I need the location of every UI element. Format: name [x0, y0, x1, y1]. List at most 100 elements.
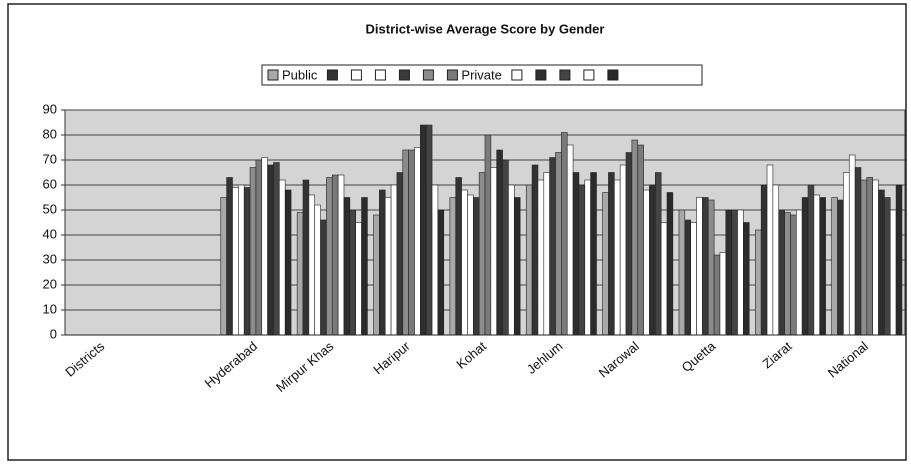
bar — [766, 164, 774, 336]
legend-swatch — [398, 69, 410, 81]
bar — [608, 172, 615, 336]
bar — [326, 177, 333, 336]
legend-swatch — [535, 69, 547, 81]
bar — [566, 144, 574, 336]
bar — [496, 149, 503, 336]
bar — [331, 174, 339, 336]
bar — [878, 189, 885, 336]
bar — [343, 197, 351, 336]
bar — [854, 167, 862, 336]
bar — [420, 124, 427, 336]
bar — [373, 214, 380, 336]
legend-swatch — [511, 69, 523, 81]
bar — [384, 197, 392, 336]
bar — [437, 209, 445, 336]
bar — [361, 197, 368, 336]
bar — [261, 157, 268, 336]
bar — [666, 192, 674, 336]
bar — [402, 149, 409, 336]
bar — [813, 194, 821, 336]
y-tick-label: 30 — [43, 251, 57, 266]
bar — [643, 189, 650, 336]
bar — [555, 152, 562, 336]
bar — [308, 194, 316, 336]
bar — [425, 124, 433, 336]
bar — [884, 197, 891, 336]
bar — [478, 172, 486, 336]
bar — [678, 209, 686, 336]
bar — [232, 187, 239, 336]
legend-swatch — [446, 69, 458, 81]
bar — [719, 252, 727, 336]
bar — [314, 204, 321, 336]
bar — [296, 212, 304, 336]
bar — [578, 184, 586, 336]
y-tick-label: 60 — [43, 176, 57, 191]
bar — [801, 197, 809, 336]
bar — [860, 179, 868, 336]
bar — [702, 197, 709, 336]
bar — [349, 209, 356, 336]
legend-swatch — [607, 69, 619, 81]
bar — [872, 179, 879, 336]
y-tick-label: 90 — [43, 101, 57, 116]
bar — [707, 199, 715, 336]
bar — [755, 229, 762, 336]
bar — [778, 209, 785, 336]
bar — [513, 197, 521, 336]
legend-swatch — [559, 69, 571, 81]
bar — [819, 197, 826, 336]
chart-title: District-wise Average Score by Gender — [366, 21, 605, 36]
bar — [654, 172, 662, 336]
y-tick-label: 20 — [43, 276, 57, 291]
bar — [449, 197, 457, 336]
bar — [743, 222, 750, 336]
bar — [502, 159, 509, 336]
y-tick-label: 50 — [43, 201, 57, 216]
bar — [602, 192, 609, 336]
bar — [549, 157, 556, 336]
y-tick-label: 40 — [43, 226, 57, 241]
bar — [220, 197, 227, 336]
bar — [390, 184, 398, 336]
bar — [249, 167, 257, 336]
bar — [531, 164, 539, 336]
bar — [619, 164, 627, 336]
bar — [660, 222, 668, 336]
bar — [284, 189, 292, 336]
y-tick-label: 80 — [43, 126, 57, 141]
bar — [273, 162, 280, 336]
legend-swatch — [326, 69, 338, 81]
bar — [696, 197, 703, 336]
bar — [731, 209, 738, 336]
bar — [238, 184, 245, 336]
bar — [461, 189, 468, 336]
bar — [784, 212, 791, 336]
bar — [614, 179, 621, 336]
bar — [895, 184, 903, 336]
bar — [807, 184, 815, 336]
bar — [267, 164, 274, 336]
bar — [889, 209, 897, 336]
bar — [590, 172, 597, 336]
legend-swatch — [267, 69, 279, 81]
legend-swatch — [350, 69, 362, 81]
bar — [737, 209, 744, 336]
y-tick-label: 70 — [43, 151, 57, 166]
bar — [226, 177, 233, 336]
y-tick-label: 10 — [43, 301, 57, 316]
bar — [467, 194, 474, 336]
bar — [525, 184, 533, 336]
bar — [584, 179, 591, 336]
bar — [725, 209, 732, 336]
bar — [243, 187, 251, 336]
bar — [355, 222, 362, 336]
y-tick-label: 0 — [50, 326, 57, 341]
bar — [472, 197, 480, 336]
bar — [537, 179, 545, 336]
bar — [713, 254, 721, 336]
bar — [790, 214, 797, 336]
bar — [543, 172, 550, 336]
